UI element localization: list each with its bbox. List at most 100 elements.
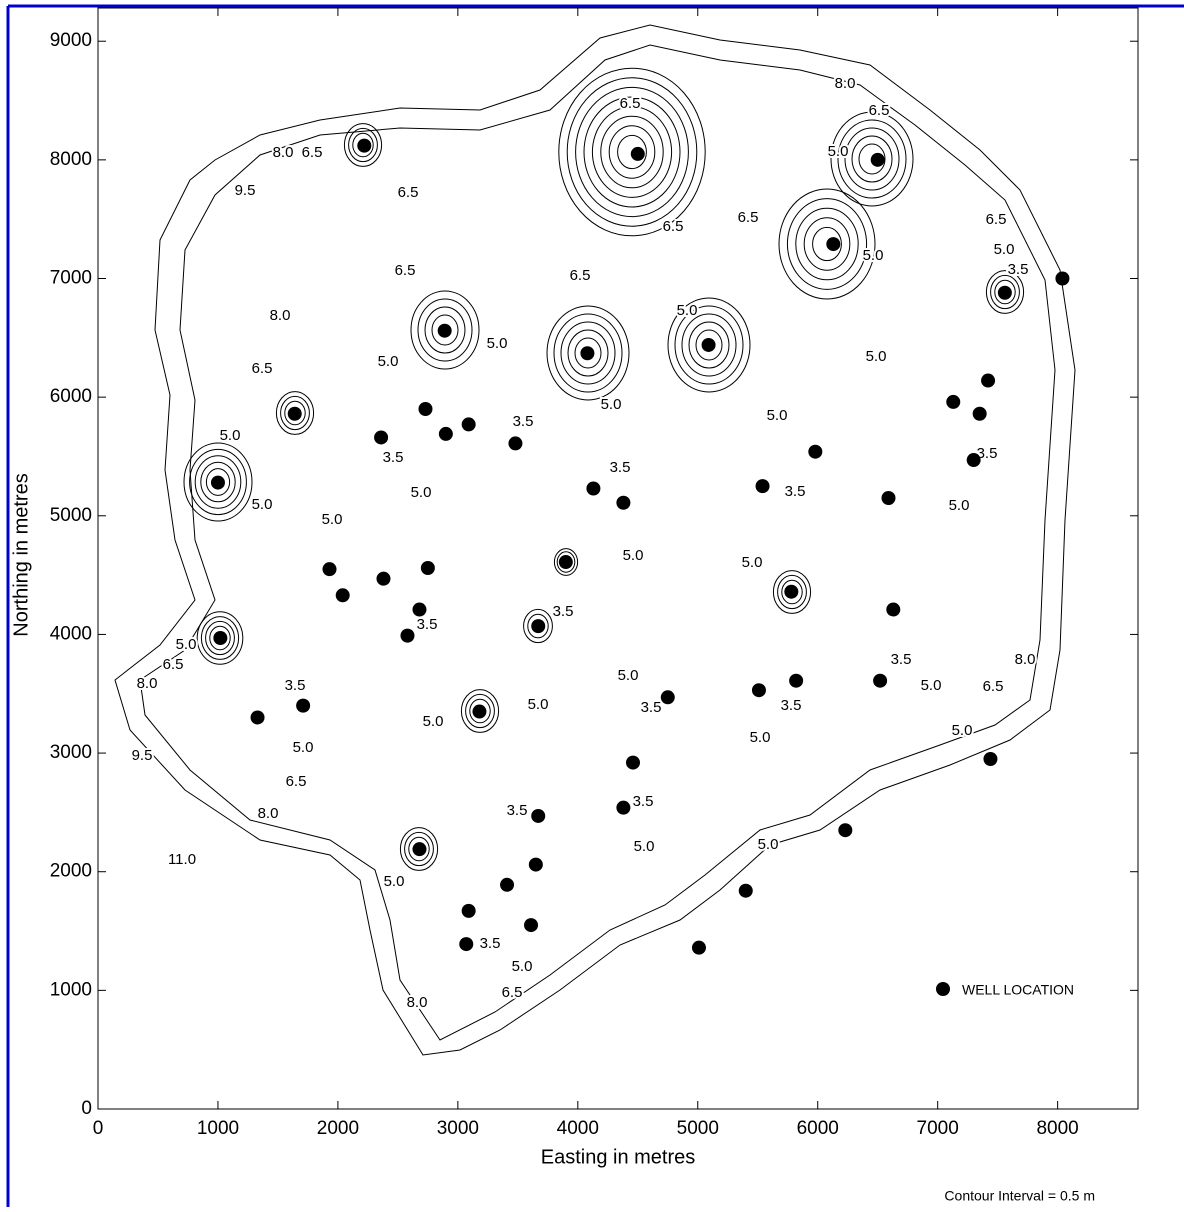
well-marker: [461, 903, 476, 918]
contour-line: [803, 217, 851, 271]
contour-label: 6.5: [398, 184, 419, 201]
contour-label: 5.0: [378, 353, 399, 370]
contour-line: [674, 305, 744, 385]
well-marker: [886, 602, 901, 617]
contour-line: [280, 395, 310, 431]
contour-line: [667, 297, 751, 393]
contour-label: 3.5: [417, 616, 438, 633]
contour-line: [465, 693, 495, 729]
contour-line: [858, 143, 886, 175]
contour-label: 3.5: [1008, 261, 1029, 278]
x-tick-label: 1000: [197, 1118, 239, 1139]
contour-label: 5.0: [994, 241, 1015, 258]
contour-label: 5.0: [176, 636, 197, 653]
well-marker: [789, 673, 804, 688]
contour-label: 5.0: [411, 484, 432, 501]
well-marker: [558, 555, 573, 570]
contour-line: [575, 86, 689, 218]
contour-line: [469, 698, 491, 724]
well-marker: [691, 940, 706, 955]
contour-label: 5.0: [384, 873, 405, 890]
note: Contour Interval = 0.5 m: [944, 1188, 1095, 1204]
contour-label: 3.5: [891, 651, 912, 668]
contour-label: 5.0: [828, 143, 849, 160]
contour-label: 5.0: [866, 348, 887, 365]
contour-line: [408, 836, 430, 862]
well-marker: [755, 479, 770, 494]
contour-label: 5.0: [949, 497, 970, 514]
contour-label: 6.5: [302, 144, 323, 161]
contour-label: 8.0: [137, 675, 158, 692]
well-marker: [531, 808, 546, 823]
well-marker: [418, 402, 433, 417]
well-marker: [981, 373, 996, 388]
contour-label: 8.0: [273, 144, 294, 161]
x-tick-label: 7000: [917, 1118, 959, 1139]
contour-label: 3.5: [641, 699, 662, 716]
contour-line: [778, 188, 876, 300]
contour-line: [695, 329, 723, 361]
contour-line: [574, 337, 602, 369]
contour-label: 3.5: [610, 459, 631, 476]
contour-line: [985, 270, 1025, 314]
well-marker: [213, 630, 228, 645]
contour-label: 3.5: [480, 935, 501, 952]
contour-line: [837, 119, 907, 199]
contour-label: 6.5: [983, 678, 1004, 695]
contour-line: [284, 400, 306, 426]
contour-line: [795, 207, 859, 281]
contour-line: [781, 579, 803, 605]
y-tick-label: 5000: [50, 505, 92, 526]
well-marker: [616, 495, 631, 510]
legend-label: WELL LOCATION: [962, 982, 1074, 998]
contour-label: 8.0: [258, 805, 279, 822]
contour-label: 6.5: [163, 656, 184, 673]
x-axis-label: Easting in metres: [541, 1146, 696, 1168]
contour-line: [205, 620, 235, 656]
well-marker: [997, 285, 1012, 300]
well-marker: [296, 698, 311, 713]
well-marker: [528, 857, 543, 872]
well-marker: [738, 883, 753, 898]
contour-line: [830, 111, 914, 207]
contour-line: [556, 551, 576, 573]
contour-line: [583, 96, 681, 208]
x-tick-label: 8000: [1036, 1118, 1078, 1139]
contour-line: [844, 127, 900, 191]
contour-line: [560, 321, 616, 385]
contour-label: 6.5: [663, 218, 684, 235]
well-marker: [972, 406, 987, 421]
contour-line: [527, 613, 549, 639]
contour-line: [205, 468, 231, 496]
contour-label: 3.5: [513, 413, 534, 430]
contour-label: 5.0: [767, 407, 788, 424]
well-marker: [586, 481, 601, 496]
x-tick-label: 5000: [677, 1118, 719, 1139]
contour-line: [200, 461, 236, 503]
y-tick-label: 1000: [50, 979, 92, 1000]
well-marker: [1055, 271, 1070, 286]
contour-label: 8.0: [835, 75, 856, 92]
contour-label: 3.5: [507, 802, 528, 819]
well-marker: [472, 704, 487, 719]
contour-label: 3.5: [977, 445, 998, 462]
contour-line: [417, 298, 473, 362]
contour-label: 8.0: [1015, 651, 1036, 668]
contour-label: 5.0: [863, 247, 884, 264]
well-marker: [966, 453, 981, 468]
contour-line: [553, 313, 623, 393]
contour-line: [209, 625, 231, 651]
contour-line: [348, 127, 378, 163]
y-tick-label: 8000: [50, 149, 92, 170]
contour-outline: [114, 24, 1076, 1056]
contour-line: [352, 132, 374, 158]
well-marker: [461, 417, 476, 432]
well-marker: [751, 683, 766, 698]
contour-line: [681, 313, 737, 377]
contour-line: [558, 67, 706, 237]
contour-line: [772, 570, 812, 614]
contour-label: 5.0: [528, 696, 549, 713]
contour-label: 5.0: [742, 554, 763, 571]
well-marker: [870, 152, 885, 167]
y-tick-label: 0: [81, 1098, 92, 1119]
